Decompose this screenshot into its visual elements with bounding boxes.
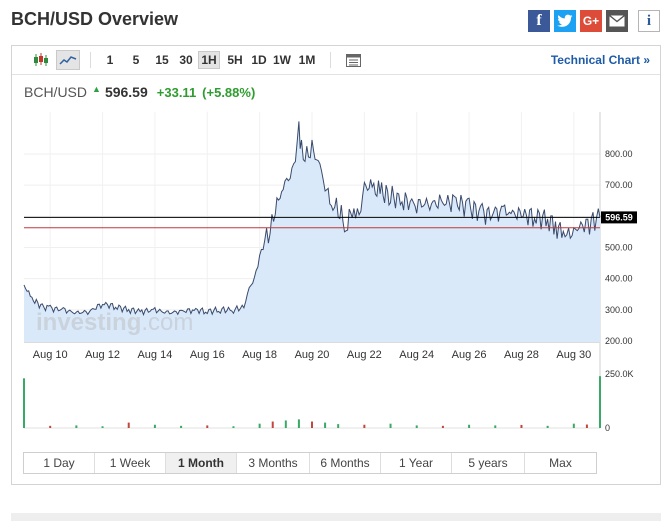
chart-panel: 1 5 15 30 1H 5H 1D 1W 1M Technical Chart » BCH/U… xyxy=(11,45,661,485)
volume-bar xyxy=(546,425,549,428)
volume-bar xyxy=(311,421,313,428)
volume-bar xyxy=(49,425,52,428)
volume-bar xyxy=(363,424,366,428)
quote-last-price: 596.59 xyxy=(104,84,148,100)
volume-bar xyxy=(572,423,575,428)
interval-5-button[interactable]: 5 xyxy=(132,53,140,67)
interval-1m-button[interactable]: 1M xyxy=(298,53,316,67)
range-1-day-button[interactable]: 1 Day xyxy=(24,453,95,473)
x-axis-tick-label: Aug 26 xyxy=(452,349,487,361)
interval-15-button[interactable]: 15 xyxy=(155,53,169,67)
up-arrow-icon: ▲ xyxy=(92,84,101,94)
line-chart-icon[interactable] xyxy=(56,50,80,70)
current-price-badge: 596.59 xyxy=(601,211,637,224)
volume-bar xyxy=(284,420,287,428)
interval-1w-button[interactable]: 1W xyxy=(273,53,291,67)
range-5-years-button[interactable]: 5 years xyxy=(452,453,525,473)
x-axis-tick-label: Aug 12 xyxy=(85,349,120,361)
volume-bar xyxy=(101,426,104,428)
page-title: BCH/USD Overview xyxy=(11,9,179,29)
mail-icon[interactable] xyxy=(606,10,628,32)
volume-bar xyxy=(127,422,130,428)
volume-bar xyxy=(297,419,300,428)
technical-chart-link[interactable]: Technical Chart » xyxy=(551,53,650,67)
volume-axis-tick-label: 250.0K xyxy=(605,369,634,379)
volume-bar xyxy=(585,424,588,428)
x-axis-tick-label: Aug 24 xyxy=(399,349,434,361)
watermark-brand: investing xyxy=(36,309,141,336)
range-6-months-button[interactable]: 6 Months xyxy=(310,453,381,473)
volume-bar xyxy=(75,425,78,428)
facebook-icon[interactable]: f xyxy=(528,10,550,32)
volume-bar xyxy=(23,378,25,428)
range-3-months-button[interactable]: 3 Months xyxy=(237,453,310,473)
quote-header: BCH/USD ▲ 596.59 +33.11 (+5.88%) xyxy=(24,84,255,100)
x-axis-tick-label: Aug 18 xyxy=(242,349,277,361)
volume-bar xyxy=(271,421,274,428)
x-axis-tick-label: Aug 10 xyxy=(33,349,68,361)
x-axis-tick-label: Aug 16 xyxy=(190,349,225,361)
table-view-icon[interactable] xyxy=(343,50,363,70)
candlestick-icon[interactable] xyxy=(30,50,52,70)
volume-bar xyxy=(494,425,497,428)
quote-symbol: BCH/USD xyxy=(24,84,88,100)
chart-toolbar: 1 5 15 30 1H 5H 1D 1W 1M Technical Chart » xyxy=(12,46,660,75)
price-line xyxy=(23,121,601,317)
x-axis-tick-label: Aug 28 xyxy=(504,349,539,361)
range-1-week-button[interactable]: 1 Week xyxy=(95,453,166,473)
price-area xyxy=(24,121,600,343)
volume-bar xyxy=(206,425,209,428)
volume-bar xyxy=(324,422,327,428)
volume-bar xyxy=(468,424,471,428)
x-axis-tick-label: Aug 20 xyxy=(295,349,330,361)
x-axis-tick-label: Aug 30 xyxy=(556,349,591,361)
watermark-suffix: .com xyxy=(141,309,193,336)
volume-bar xyxy=(389,423,392,428)
interval-1h-button[interactable]: 1H xyxy=(198,51,220,69)
quote-change-percent: (+5.88%) xyxy=(202,85,256,100)
interval-30-button[interactable]: 30 xyxy=(179,53,193,67)
separator xyxy=(90,52,91,68)
range-1-month-button[interactable]: 1 Month xyxy=(166,453,237,473)
y-axis-tick-label: 800.00 xyxy=(605,149,633,159)
y-axis-tick-label: 500.00 xyxy=(605,243,633,253)
quote-change: +33.11 xyxy=(156,85,197,100)
interval-1-button[interactable]: 1 xyxy=(106,53,114,67)
twitter-icon[interactable] xyxy=(554,10,576,32)
investing-watermark: investing.com xyxy=(36,309,193,336)
volume-bar xyxy=(415,425,418,428)
volume-bar xyxy=(180,425,183,428)
footer-bar xyxy=(11,513,661,521)
volume-bar xyxy=(153,424,156,428)
volume-axis-tick-label: 0 xyxy=(605,423,610,433)
y-axis-tick-label: 400.00 xyxy=(605,274,633,284)
interval-1d-button[interactable]: 1D xyxy=(251,53,267,67)
volume-bar xyxy=(599,376,601,428)
volume-bar xyxy=(232,426,235,428)
x-axis-tick-label: Aug 14 xyxy=(137,349,172,361)
interval-5h-button[interactable]: 5H xyxy=(227,53,243,67)
range-max-button[interactable]: Max xyxy=(549,456,572,470)
y-axis-tick-label: 700.00 xyxy=(605,180,633,190)
technical-chart-label: Technical Chart xyxy=(550,53,640,67)
double-chevron-right-icon: » xyxy=(643,53,650,67)
info-icon[interactable]: i xyxy=(638,10,660,32)
volume-bar xyxy=(520,424,523,428)
y-axis-tick-label: 200.00 xyxy=(605,336,633,346)
y-axis-tick-label: 300.00 xyxy=(605,305,633,315)
google-plus-icon[interactable]: G+ xyxy=(580,10,602,32)
current-price-label: 596.59 xyxy=(605,212,633,222)
range-selector: 1 Day 1 Week 1 Month 3 Months 6 Months 1 Year… xyxy=(23,452,597,474)
volume-bar xyxy=(258,423,261,428)
range-1-year-button[interactable]: 1 Year xyxy=(381,453,452,473)
separator xyxy=(330,52,331,68)
price-chart[interactable]: investing.com 596.59 800.00 700.00 500.00 4… xyxy=(12,112,660,442)
x-axis-tick-label: Aug 22 xyxy=(347,349,382,361)
volume-bar xyxy=(441,425,444,428)
volume-bar xyxy=(337,424,340,428)
